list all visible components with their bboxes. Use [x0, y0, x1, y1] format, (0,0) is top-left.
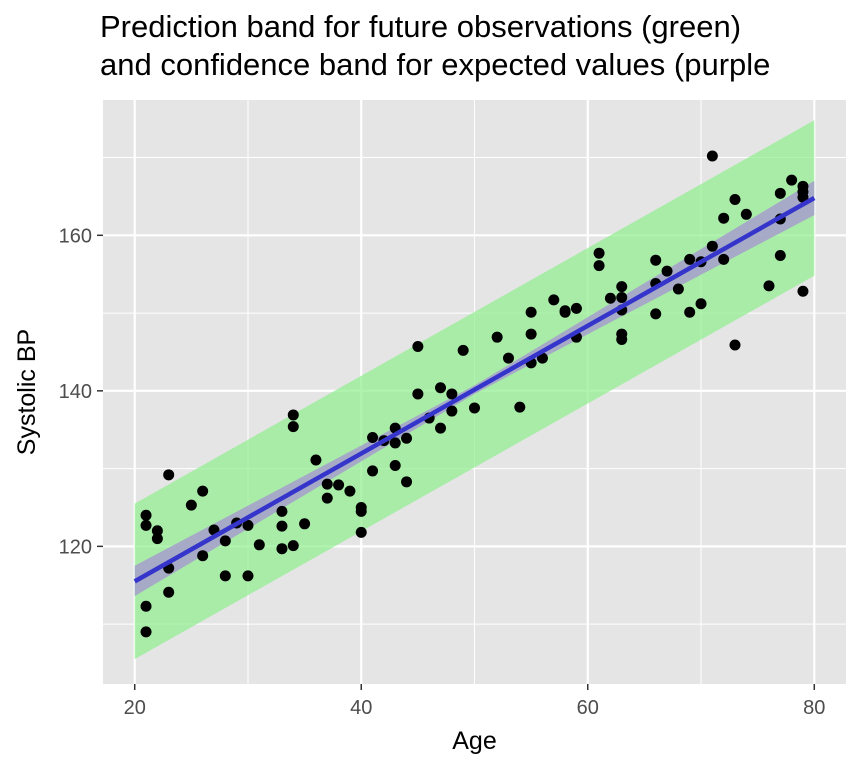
- data-point: [650, 308, 662, 320]
- chart-title-line-2: and confidence band for expected values …: [100, 47, 771, 82]
- data-point: [616, 334, 628, 346]
- data-point: [367, 465, 379, 477]
- data-point: [446, 405, 458, 417]
- data-point: [321, 478, 333, 490]
- data-point: [616, 292, 628, 304]
- data-point: [593, 247, 605, 259]
- chart-title-line-1: Prediction band for future observations …: [100, 9, 742, 44]
- data-point: [242, 519, 254, 531]
- data-point: [491, 331, 503, 343]
- data-point: [797, 285, 809, 297]
- data-point: [604, 292, 616, 304]
- x-tick-label: 20: [124, 697, 146, 719]
- data-point: [344, 485, 356, 497]
- data-point: [446, 388, 458, 400]
- data-point: [242, 570, 254, 582]
- data-point: [525, 328, 537, 340]
- data-point: [548, 294, 560, 306]
- y-tick-label: 160: [59, 225, 92, 247]
- data-point: [287, 421, 299, 433]
- data-point: [706, 150, 718, 162]
- data-point: [559, 306, 571, 318]
- data-point: [219, 535, 231, 547]
- fit-line-group: [133, 196, 816, 584]
- data-point: [287, 409, 299, 421]
- data-point: [740, 208, 752, 220]
- data-point: [616, 281, 628, 293]
- x-tick-label: 60: [577, 697, 599, 719]
- data-point: [276, 520, 288, 532]
- data-point: [412, 388, 424, 400]
- y-tick-label: 120: [59, 536, 92, 558]
- y-tick-label: 140: [59, 381, 92, 403]
- x-tick-label: 80: [803, 697, 825, 719]
- data-point: [435, 382, 447, 394]
- data-point: [502, 352, 514, 364]
- data-point: [695, 298, 707, 310]
- data-point: [276, 505, 288, 517]
- chart-title: Prediction band for future observations …: [100, 8, 864, 92]
- data-point: [367, 431, 379, 443]
- x-axis-title: Age: [452, 727, 496, 755]
- data-point: [321, 492, 333, 504]
- y-axis: 120 140 160: [59, 225, 103, 558]
- data-point: [163, 586, 175, 598]
- data-point: [774, 187, 786, 199]
- data-point: [401, 476, 413, 488]
- data-point: [774, 250, 786, 262]
- data-point: [151, 533, 163, 545]
- data-point: [763, 280, 775, 292]
- data-point: [570, 302, 582, 314]
- data-point: [197, 485, 209, 497]
- data-point: [593, 260, 605, 272]
- data-point: [299, 518, 311, 530]
- data-point: [333, 479, 345, 491]
- x-axis: 20 40 60 80: [124, 684, 825, 719]
- data-point: [151, 525, 163, 537]
- data-point: [401, 432, 413, 444]
- data-point: [435, 422, 447, 434]
- fit-line: [133, 196, 816, 584]
- data-point: [661, 265, 673, 277]
- data-point: [797, 191, 809, 203]
- data-point: [718, 212, 730, 224]
- data-point: [729, 194, 741, 206]
- data-point: [706, 240, 718, 252]
- data-point: [197, 550, 209, 562]
- data-point: [469, 402, 480, 414]
- data-point: [355, 526, 367, 538]
- y-axis-title: Systolic BP: [13, 329, 41, 455]
- data-point: [786, 174, 798, 186]
- data-points: [140, 150, 809, 638]
- data-point: [684, 253, 696, 265]
- data-point: [514, 401, 526, 413]
- data-point: [729, 339, 741, 351]
- data-point: [276, 543, 288, 555]
- data-point: [389, 437, 401, 449]
- data-point: [140, 600, 152, 612]
- data-point: [718, 253, 730, 265]
- x-tick-label: 40: [350, 697, 372, 719]
- data-point: [457, 344, 469, 356]
- data-point: [219, 570, 231, 582]
- data-point: [684, 306, 696, 318]
- data-point: [672, 283, 684, 295]
- data-point: [140, 519, 152, 531]
- data-point: [287, 540, 299, 552]
- data-point: [310, 454, 322, 466]
- data-point: [185, 499, 197, 511]
- data-point: [140, 626, 152, 638]
- data-point: [355, 505, 367, 517]
- data-point: [525, 306, 537, 318]
- data-point: [140, 509, 152, 521]
- data-point: [163, 469, 175, 481]
- data-point: [389, 459, 401, 471]
- data-point: [412, 341, 424, 353]
- data-point: [650, 254, 662, 266]
- data-point: [253, 539, 265, 551]
